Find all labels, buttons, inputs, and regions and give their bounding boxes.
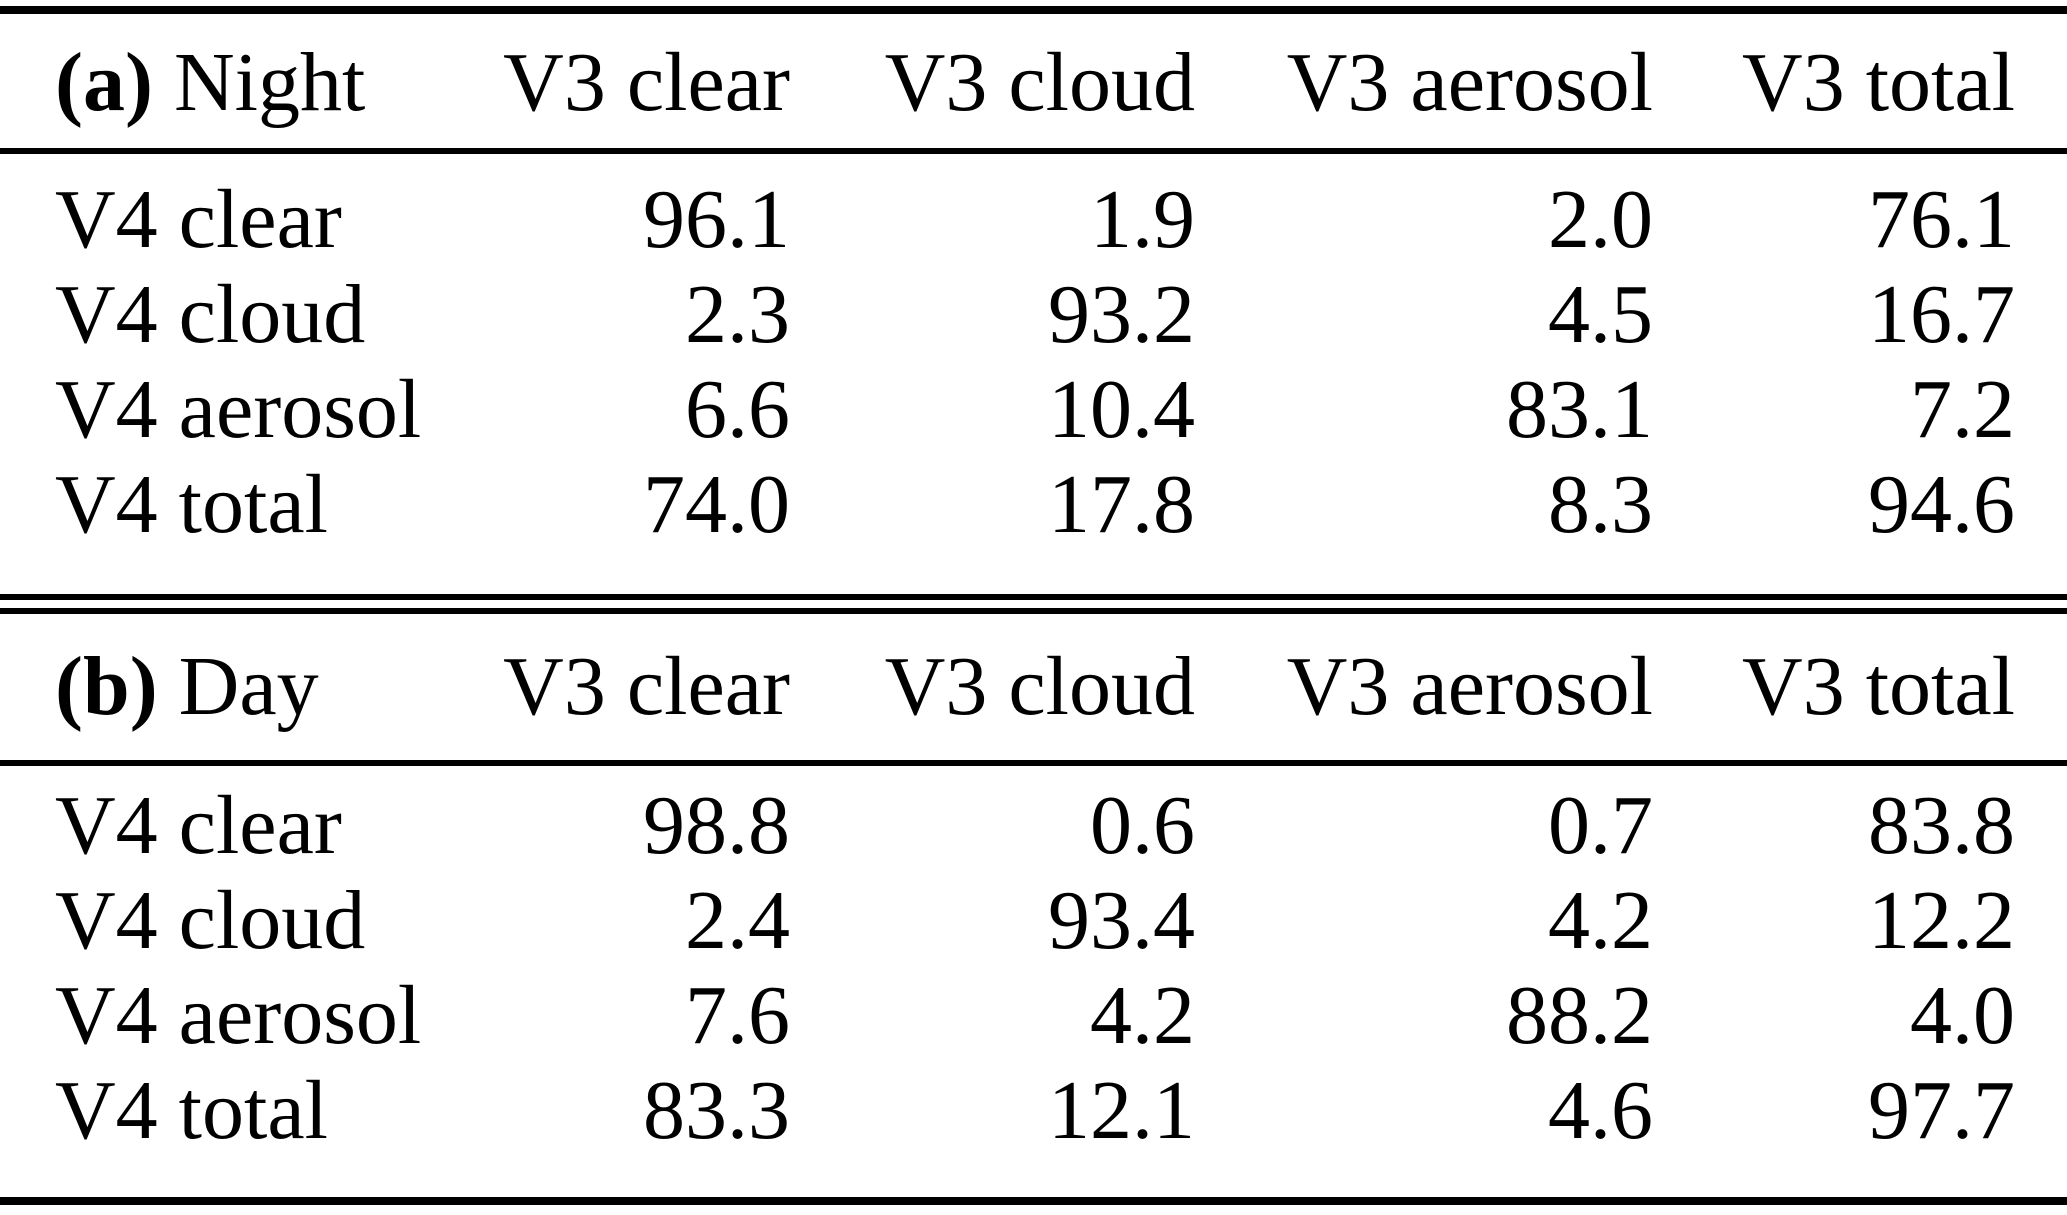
table-a-row-v4-total: V4 total 74.0 17.8 8.3 94.6	[0, 457, 2015, 552]
cell-value: 83.1	[1506, 363, 1653, 456]
cell-value: 10.4	[1048, 363, 1195, 456]
table-b-col-header-v3-aerosol: V3 aerosol	[1286, 640, 1653, 733]
row-label: V4 aerosol	[55, 969, 422, 1062]
cell-value: 83.8	[1868, 779, 2015, 872]
cell-value: 4.2	[1548, 874, 1653, 967]
rule-top	[0, 6, 2067, 14]
table-a-col-header-v3-cloud: V3 cloud	[884, 36, 1195, 129]
rule-mid-double-upper	[0, 594, 2067, 600]
cell-value: 2.3	[685, 268, 790, 361]
cell-value: 74.0	[643, 458, 790, 551]
cell-value: 12.2	[1868, 874, 2015, 967]
cell-value: 94.6	[1868, 458, 2015, 551]
row-label: V4 cloud	[55, 268, 366, 361]
cell-value: 2.4	[685, 874, 790, 967]
cell-value: 0.6	[1090, 779, 1195, 872]
cell-value: 4.6	[1548, 1064, 1653, 1157]
cell-value: 16.7	[1868, 268, 2015, 361]
row-label: V4 clear	[55, 779, 342, 872]
table-b-col-header-v3-cloud: V3 cloud	[884, 640, 1195, 733]
cell-value: 17.8	[1048, 458, 1195, 551]
cell-value: 0.7	[1548, 779, 1653, 872]
table-b-title: (b) Day	[0, 632, 430, 742]
row-label: V4 clear	[55, 173, 342, 266]
cell-value: 88.2	[1506, 969, 1653, 1062]
table-b-col-header-v3-clear: V3 clear	[503, 640, 790, 733]
table-a-title: (a) Night	[0, 28, 430, 138]
table-b-row-v4-total: V4 total 83.3 12.1 4.6 97.7	[0, 1063, 2015, 1158]
table-b-row-v4-aerosol: V4 aerosol 7.6 4.2 88.2 4.0	[0, 968, 2015, 1063]
cell-value: 4.2	[1090, 969, 1195, 1062]
cell-value: 4.0	[1910, 969, 2015, 1062]
table-b-col-header-v3-total: V3 total	[1742, 640, 2015, 733]
cell-value: 1.9	[1090, 173, 1195, 266]
rule-mid-double-lower	[0, 608, 2067, 614]
table-b-title-rest: Day	[157, 640, 319, 733]
table-a-header-row: (a) Night V3 clear V3 cloud V3 aerosol V…	[0, 28, 2015, 138]
cell-value: 6.6	[685, 363, 790, 456]
table-a-row-v4-clear: V4 clear 96.1 1.9 2.0 76.1	[0, 172, 2015, 267]
table-a-row-v4-aerosol: V4 aerosol 6.6 10.4 83.1 7.2	[0, 362, 2015, 457]
cell-value: 8.3	[1548, 458, 1653, 551]
table-b-title-prefix: (b)	[55, 640, 158, 733]
table-b-row-v4-clear: V4 clear 98.8 0.6 0.7 83.8	[0, 778, 2015, 873]
table-b-row-v4-cloud: V4 cloud 2.4 93.4 4.2 12.2	[0, 873, 2015, 968]
row-label: V4 total	[55, 1064, 328, 1157]
rule-under-header-b	[0, 760, 2067, 766]
cell-value: 96.1	[643, 173, 790, 266]
cell-value: 83.3	[643, 1064, 790, 1157]
row-label: V4 aerosol	[55, 363, 422, 456]
cell-value: 2.0	[1548, 173, 1653, 266]
table-a-title-rest: Night	[152, 36, 366, 129]
rule-bottom	[0, 1197, 2067, 1205]
row-label: V4 cloud	[55, 874, 366, 967]
cell-value: 12.1	[1048, 1064, 1195, 1157]
table-a-col-header-v3-aerosol: V3 aerosol	[1286, 36, 1653, 129]
cell-value: 76.1	[1868, 173, 2015, 266]
table-a-col-header-v3-clear: V3 clear	[503, 36, 790, 129]
table-b-header-row: (b) Day V3 clear V3 cloud V3 aerosol V3 …	[0, 632, 2015, 742]
row-label: V4 total	[55, 458, 328, 551]
cell-value: 98.8	[643, 779, 790, 872]
cell-value: 7.6	[685, 969, 790, 1062]
cell-value: 4.5	[1548, 268, 1653, 361]
cell-value: 93.4	[1048, 874, 1195, 967]
rule-under-header-a	[0, 148, 2067, 154]
table-a-title-prefix: (a)	[55, 36, 153, 129]
table-a-col-header-v3-total: V3 total	[1742, 36, 2015, 129]
cell-value: 93.2	[1048, 268, 1195, 361]
cell-value: 7.2	[1910, 363, 2015, 456]
table-a-row-v4-cloud: V4 cloud 2.3 93.2 4.5 16.7	[0, 267, 2015, 362]
cell-value: 97.7	[1868, 1064, 2015, 1157]
